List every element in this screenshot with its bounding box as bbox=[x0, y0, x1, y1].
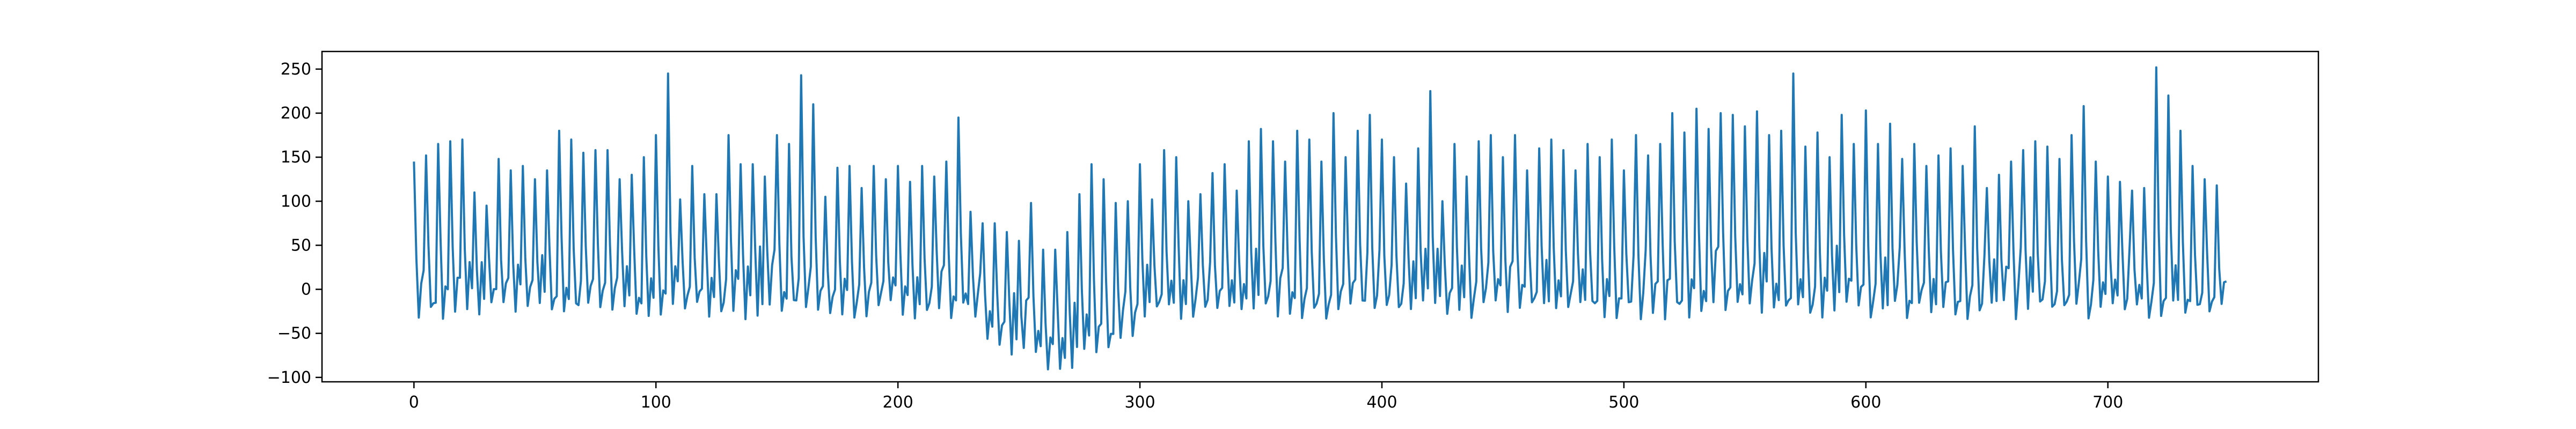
x-tick-label: 400 bbox=[1366, 393, 1397, 412]
y-tick-label: 0 bbox=[301, 280, 311, 299]
y-tick-label: 50 bbox=[291, 236, 311, 255]
plot-area bbox=[413, 66, 2227, 371]
x-tick-label: 0 bbox=[409, 393, 419, 412]
x-tick-label: 300 bbox=[1124, 393, 1155, 412]
y-tick-label: 150 bbox=[281, 148, 311, 167]
x-tick-label: 100 bbox=[641, 393, 671, 412]
y-tick-label: 200 bbox=[281, 104, 311, 123]
x-tick-label: 600 bbox=[1850, 393, 1881, 412]
y-tick-label: −100 bbox=[267, 368, 311, 387]
axes-frame bbox=[321, 50, 2319, 383]
x-tick-label: 200 bbox=[883, 393, 913, 412]
x-tick-label: 700 bbox=[2092, 393, 2123, 412]
y-axis: −100 −50 0 50 100 150 200 250 bbox=[267, 60, 322, 387]
x-axis: 0 100 200 300 400 500 600 700 bbox=[409, 382, 2123, 412]
y-tick-label: −50 bbox=[277, 324, 311, 343]
y-tick-label: 100 bbox=[281, 192, 311, 211]
x-tick-label: 500 bbox=[1608, 393, 1639, 412]
y-tick-label: 250 bbox=[281, 60, 311, 79]
series-line bbox=[413, 66, 2227, 371]
